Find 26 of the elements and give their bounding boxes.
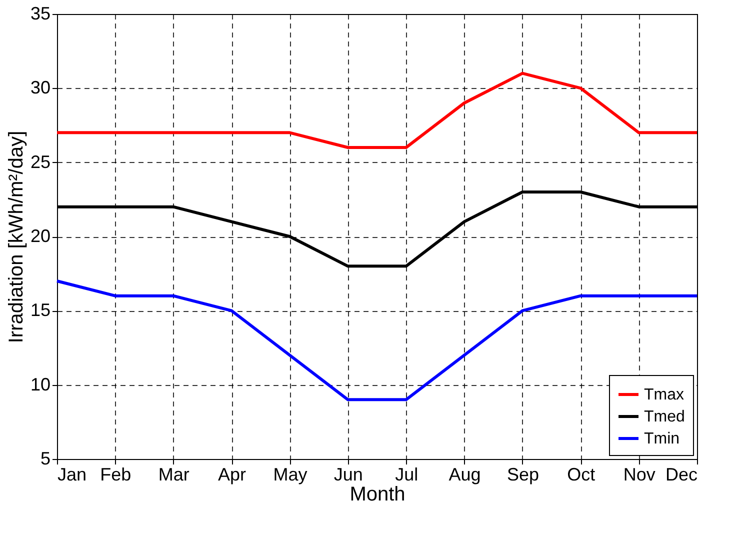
x-tick-label: Dec	[665, 464, 698, 484]
line-series	[56, 280, 698, 402]
x-tick-label: Oct	[567, 464, 596, 484]
line-series	[56, 72, 698, 149]
y-tick-label: 35	[30, 4, 50, 24]
y-tick-label: 25	[30, 152, 50, 172]
y-tick-label: 20	[30, 226, 50, 246]
legend-label: Tmin	[644, 430, 680, 448]
legend-label: Tmax	[644, 386, 684, 404]
x-axis-title: Month	[350, 484, 406, 506]
x-tick-label: May	[273, 464, 308, 484]
x-tick-label: Apr	[218, 464, 246, 484]
legend-label: Tmed	[644, 408, 685, 426]
x-tick-label: Nov	[623, 464, 656, 484]
x-tick-label: Jul	[395, 464, 418, 484]
y-tick-label: 10	[30, 374, 50, 394]
x-tick-label: Jun	[334, 464, 363, 484]
y-axis-title: Irradiation [kWh/m²/day]	[5, 130, 28, 344]
x-tick-label: Mar	[158, 464, 190, 484]
y-tick-label: 15	[30, 300, 50, 320]
x-tick-label: Sep	[506, 464, 539, 484]
y-tick-label: 5	[40, 448, 50, 468]
y-tick-label: 30	[30, 78, 50, 98]
x-tick-label: Feb	[100, 464, 132, 484]
x-tick-label: Aug	[448, 464, 481, 484]
x-tick-label: Jan	[58, 464, 87, 484]
